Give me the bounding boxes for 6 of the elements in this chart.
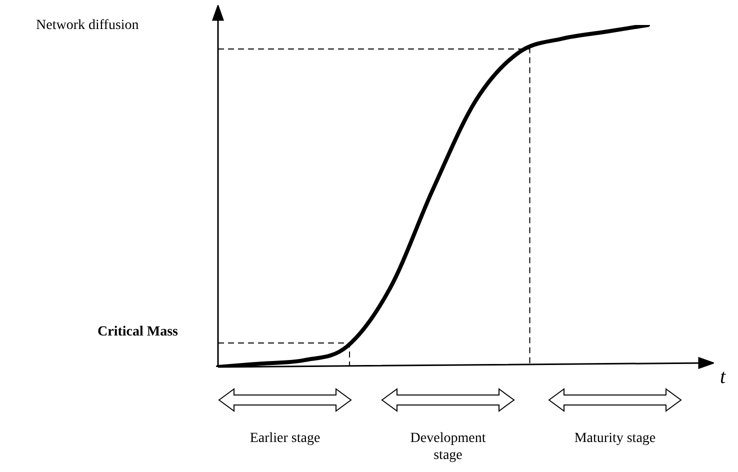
x-axis-title: t — [720, 366, 726, 389]
y-axis-title: Network diffusion — [36, 18, 139, 34]
text: Development stage — [409, 430, 487, 464]
ref-line-label: Critical Mass — [98, 324, 179, 340]
text: Maturity stage — [573, 430, 657, 447]
text: Earlier stage — [248, 430, 322, 447]
